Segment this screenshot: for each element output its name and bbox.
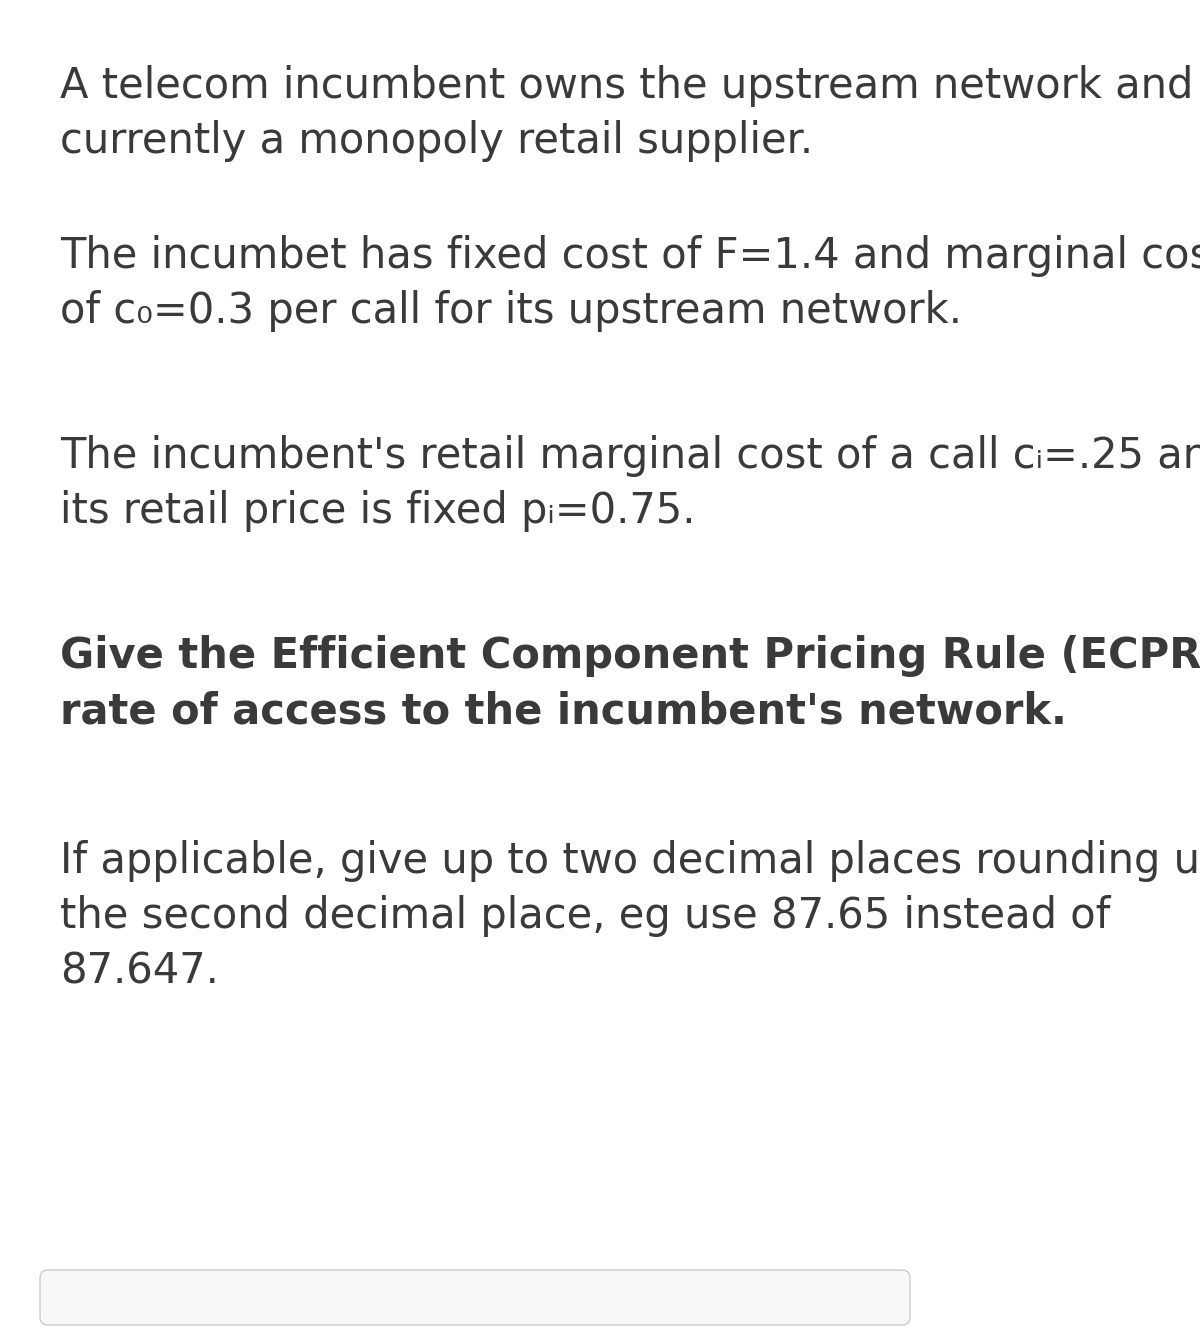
Text: the second decimal place, eg use 87.65 instead of: the second decimal place, eg use 87.65 i… [60,895,1110,936]
Text: The incumbet has fixed cost of F=1.4 and marginal cost: The incumbet has fixed cost of F=1.4 and… [60,234,1200,277]
Text: its retail price is fixed pᵢ=0.75.: its retail price is fixed pᵢ=0.75. [60,490,696,531]
Text: of c₀=0.3 per call for its upstream network.: of c₀=0.3 per call for its upstream netw… [60,290,962,332]
Text: If applicable, give up to two decimal places rounding up: If applicable, give up to two decimal pl… [60,840,1200,882]
Text: Give the Efficient Component Pricing Rule (ECPR): Give the Efficient Component Pricing Rul… [60,635,1200,677]
Text: The incumbent's retail marginal cost of a call cᵢ=.25 and: The incumbent's retail marginal cost of … [60,436,1200,477]
Text: currently a monopoly retail supplier.: currently a monopoly retail supplier. [60,120,814,163]
FancyBboxPatch shape [40,1269,910,1325]
Text: A telecom incumbent owns the upstream network and is: A telecom incumbent owns the upstream ne… [60,65,1200,107]
Text: 87.647.: 87.647. [60,950,218,992]
Text: rate of access to the incumbent's network.: rate of access to the incumbent's networ… [60,690,1067,733]
